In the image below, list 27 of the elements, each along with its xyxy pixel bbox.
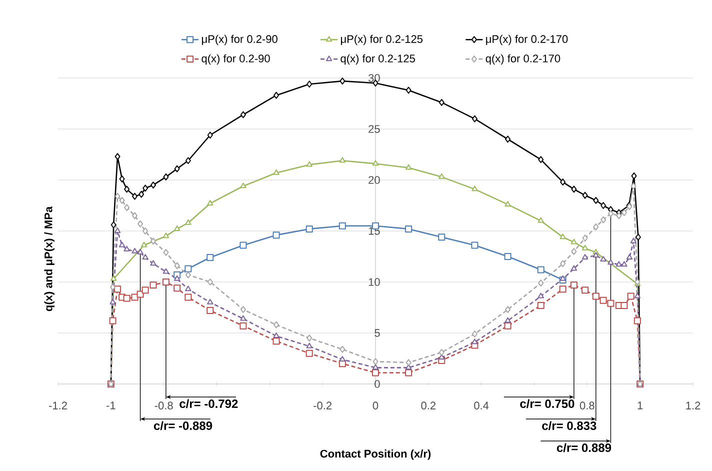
legend-label: μP(x) for 0.2-170 xyxy=(486,34,568,46)
x-tick-label: -1 xyxy=(106,402,116,410)
x-tick-label: -1.2 xyxy=(49,402,67,410)
legend-label: q(x) for 0.2-90 xyxy=(202,54,270,65)
legend-label: q(x) for 0.2-125 xyxy=(340,54,415,65)
y-tick-label: 20 xyxy=(368,176,380,184)
annotation: c/r= 0.833 xyxy=(542,421,596,430)
annotation: c/r= 0.889 xyxy=(556,443,612,452)
x-tick-label: -0.2 xyxy=(314,402,332,410)
x-tick-label: -0.8 xyxy=(154,402,173,410)
y-tick-label: 10 xyxy=(368,278,380,286)
x-tick-label: 1.2 xyxy=(686,402,700,410)
x-axis-title: Contact Position (x/r) xyxy=(320,450,431,460)
x-tick-label: 1 xyxy=(638,402,643,410)
annotation: c/r= -0.889 xyxy=(154,421,212,430)
x-tick-label: 0.4 xyxy=(474,402,489,410)
y-axis-title: q(x) and μP(x) / MPa xyxy=(44,206,54,312)
y-tick-label: 0 xyxy=(374,380,380,388)
x-tick-label: 0.8 xyxy=(580,402,594,410)
annotation: c/r= -0.792 xyxy=(180,399,238,408)
y-tick-label: 25 xyxy=(368,125,380,133)
annotation: c/r= 0.750 xyxy=(520,399,574,408)
legend-label: μP(x) for 0.2-90 xyxy=(202,34,278,46)
legend-label: q(x) for 0.2-170 xyxy=(486,54,560,65)
y-tick-label: 5 xyxy=(374,329,380,337)
x-tick-label: 0.2 xyxy=(421,402,436,410)
legend-label: μP(x) for 0.2-125 xyxy=(340,34,423,46)
